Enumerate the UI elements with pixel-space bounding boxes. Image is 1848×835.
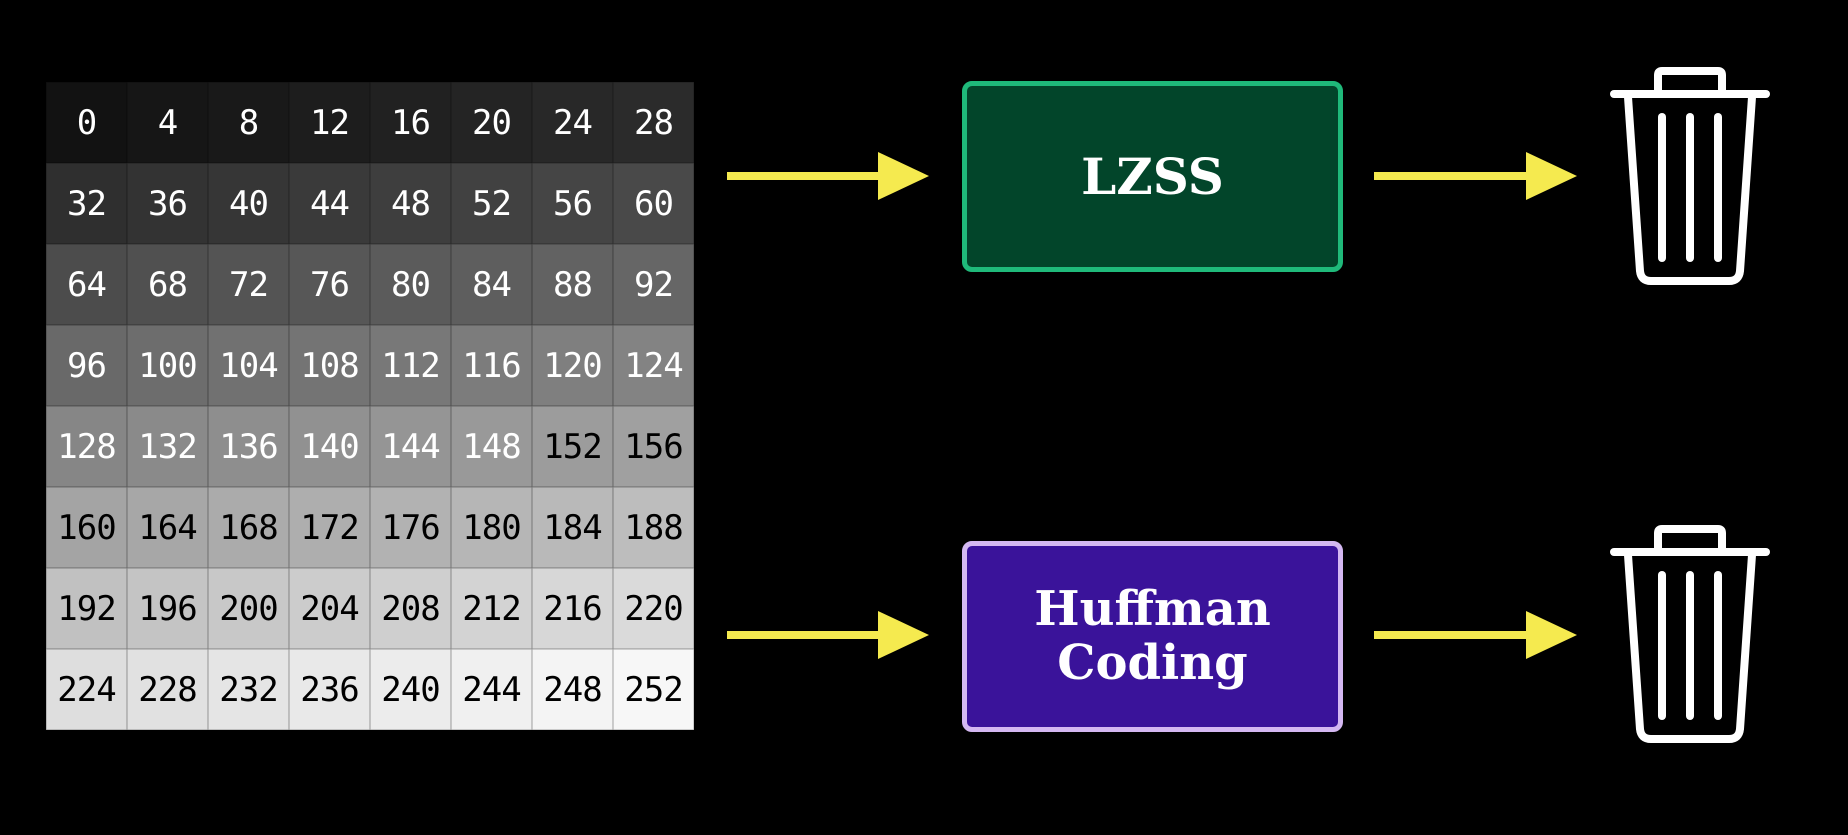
grid-cell: 76: [289, 244, 370, 325]
grid-cell: 220: [613, 568, 694, 649]
grid-cell: 96: [46, 325, 127, 406]
trash-can-icon: [1610, 67, 1770, 285]
grid-cell: 16: [370, 82, 451, 163]
pixel-value-grid: 0 4 8 12 16 20 24 28 32 36 40 44 48 52 56 60 64 68 72 76 80 8…: [46, 82, 694, 730]
grid-cell: 188: [613, 487, 694, 568]
grid-cell: 124: [613, 325, 694, 406]
grid-cell: 164: [127, 487, 208, 568]
lzss-box: LZSS: [962, 81, 1343, 272]
grid-cell: 168: [208, 487, 289, 568]
grid-cell: 4: [127, 82, 208, 163]
arrow-to-huffman: [727, 611, 929, 659]
grid-cell: 120: [532, 325, 613, 406]
grid-cell: 192: [46, 568, 127, 649]
grid-cell: 228: [127, 649, 208, 730]
grid-cell: 128: [46, 406, 127, 487]
grid-cell: 160: [46, 487, 127, 568]
grid-cell: 12: [289, 82, 370, 163]
grid-cell: 208: [370, 568, 451, 649]
grid-cell: 240: [370, 649, 451, 730]
grid-cell: 200: [208, 568, 289, 649]
grid-cell: 152: [532, 406, 613, 487]
grid-cell: 216: [532, 568, 613, 649]
grid-cell: 108: [289, 325, 370, 406]
lzss-label: LZSS: [1081, 146, 1224, 206]
grid-cell: 92: [613, 244, 694, 325]
grid-cell: 36: [127, 163, 208, 244]
huffman-coding-box: Huffman Coding: [962, 541, 1343, 732]
grid-cell: 204: [289, 568, 370, 649]
grid-cell: 156: [613, 406, 694, 487]
grid-cell: 48: [370, 163, 451, 244]
grid-cell: 84: [451, 244, 532, 325]
grid-cell: 80: [370, 244, 451, 325]
grid-cell: 56: [532, 163, 613, 244]
grid-cell: 144: [370, 406, 451, 487]
grid-cell: 104: [208, 325, 289, 406]
grid-cell: 248: [532, 649, 613, 730]
grid-cell: 184: [532, 487, 613, 568]
grid-cell: 24: [532, 82, 613, 163]
grid-cell: 148: [451, 406, 532, 487]
grid-cell: 132: [127, 406, 208, 487]
grid-cell: 196: [127, 568, 208, 649]
arrow-lzss-to-trash: [1374, 152, 1577, 200]
grid-cell: 44: [289, 163, 370, 244]
grid-cell: 52: [451, 163, 532, 244]
grid-cell: 176: [370, 487, 451, 568]
trash-can-icon: [1610, 525, 1770, 743]
grid-cell: 40: [208, 163, 289, 244]
grid-cell: 252: [613, 649, 694, 730]
huffman-label-line-2: Coding: [1057, 634, 1248, 691]
grid-cell: 180: [451, 487, 532, 568]
grid-cell: 100: [127, 325, 208, 406]
grid-cell: 232: [208, 649, 289, 730]
grid-cell: 68: [127, 244, 208, 325]
grid-cell: 136: [208, 406, 289, 487]
grid-cell: 32: [46, 163, 127, 244]
grid-cell: 28: [613, 82, 694, 163]
grid-cell: 224: [46, 649, 127, 730]
grid-cell: 0: [46, 82, 127, 163]
grid-cell: 244: [451, 649, 532, 730]
grid-cell: 236: [289, 649, 370, 730]
grid-cell: 8: [208, 82, 289, 163]
arrow-huffman-to-trash: [1374, 611, 1577, 659]
arrow-to-lzss: [727, 152, 929, 200]
grid-cell: 172: [289, 487, 370, 568]
huffman-label-line-1: Huffman: [1034, 580, 1271, 637]
grid-cell: 212: [451, 568, 532, 649]
grid-cell: 112: [370, 325, 451, 406]
grid-cell: 116: [451, 325, 532, 406]
grid-cell: 72: [208, 244, 289, 325]
grid-cell: 60: [613, 163, 694, 244]
grid-cell: 20: [451, 82, 532, 163]
grid-cell: 64: [46, 244, 127, 325]
grid-cell: 140: [289, 406, 370, 487]
grid-cell: 88: [532, 244, 613, 325]
